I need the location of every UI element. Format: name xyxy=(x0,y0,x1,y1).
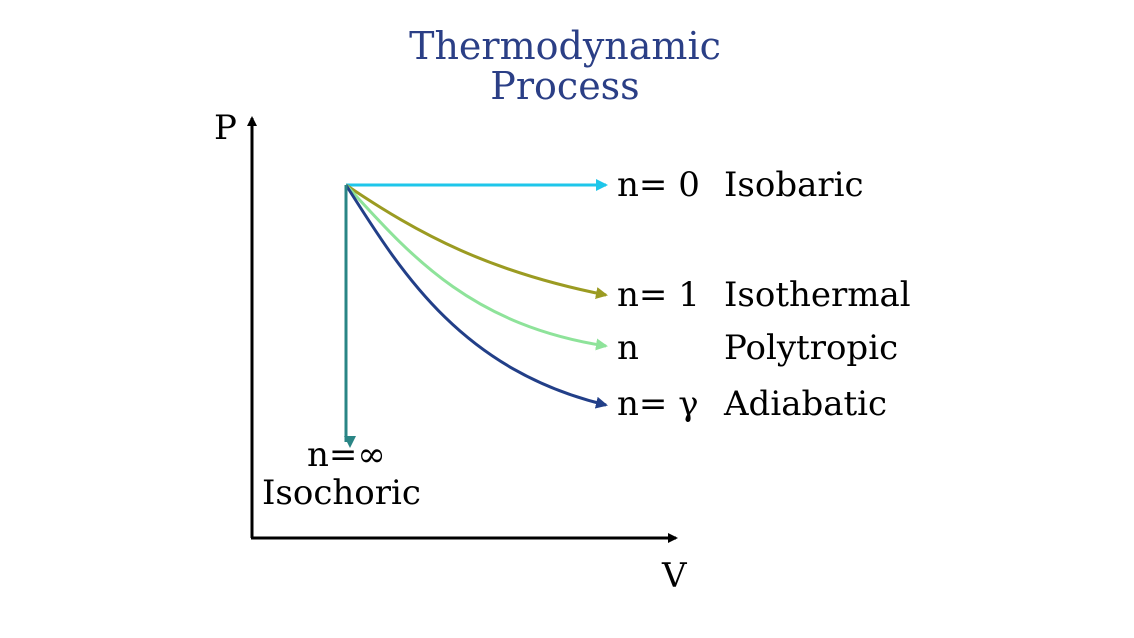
title-line-1: Thermodynamic xyxy=(409,24,721,68)
isothermal-curve xyxy=(345,183,608,299)
title-line-2: Process xyxy=(490,64,640,108)
diagram-title: Thermodynamic Process xyxy=(340,26,790,106)
polytropic-n-label: n xyxy=(617,328,639,368)
x-axis-label: V xyxy=(662,556,687,596)
isobaric-name-label: Isobaric xyxy=(724,165,864,205)
isothermal-n-label: n= 1 xyxy=(617,275,700,315)
polytropic-curve xyxy=(344,183,608,351)
y-axis-label: P xyxy=(214,108,237,148)
adiabatic-n-label: n= γ xyxy=(617,384,699,424)
polytropic-name-label: Polytropic xyxy=(724,328,899,368)
isothermal-name-label: Isothermal xyxy=(724,275,911,315)
adiabatic-curve xyxy=(344,184,608,409)
isochoric-n-label: n=∞ xyxy=(307,435,386,475)
isochoric-name-label: Isochoric xyxy=(262,473,421,513)
adiabatic-name-label: Adiabatic xyxy=(724,384,888,424)
isobaric-n-label: n= 0 xyxy=(617,165,700,205)
